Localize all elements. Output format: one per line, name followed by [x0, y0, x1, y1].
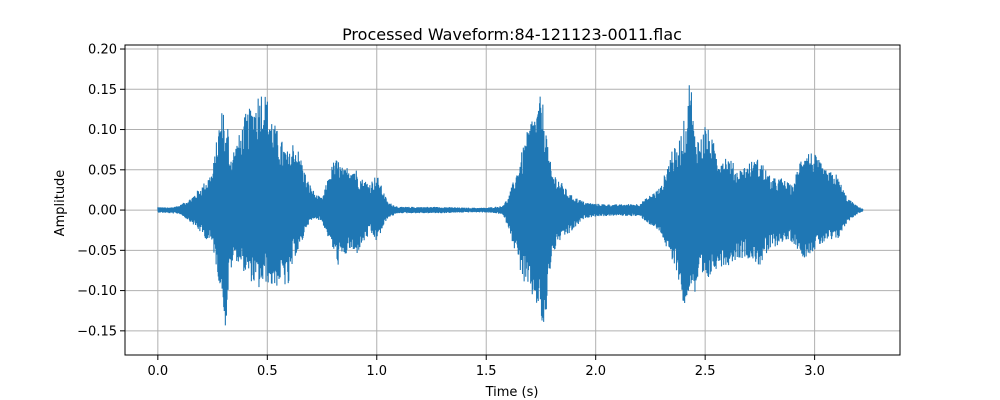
y-tick-label: −0.10 [77, 284, 117, 299]
x-tick-label: 0.0 [147, 364, 168, 379]
y-tick-label: 0.15 [88, 83, 117, 98]
waveform-series [157, 85, 864, 326]
x-axis-label: Time (s) [485, 385, 539, 400]
waveform-line [157, 85, 864, 326]
y-tick-label: 0.10 [88, 123, 117, 138]
x-tick-label: 2.0 [585, 364, 606, 379]
x-tick-label: 1.5 [476, 364, 497, 379]
y-tick-label: 0.05 [88, 163, 117, 178]
chart-title: Processed Waveform:84-121123-0011.flac [342, 25, 682, 44]
y-tick-label: 0.00 [88, 204, 117, 219]
x-tick-label: 3.0 [804, 364, 825, 379]
x-tick-label: 2.5 [695, 364, 716, 379]
y-axis-label: Amplitude [53, 170, 68, 237]
x-tick-label: 1.0 [366, 364, 387, 379]
x-tick-label: 0.5 [257, 364, 278, 379]
plot-frame [124, 44, 901, 356]
y-tick-label: −0.05 [77, 244, 117, 259]
y-tick-label: 0.20 [88, 43, 117, 58]
y-tick-label: −0.15 [77, 324, 117, 339]
axis-ticks: 0.0 0.5 1.0 1.5 2.0 2.5 3.0 −0.15 −0.10 −0.05 0.00… [77, 43, 825, 379]
